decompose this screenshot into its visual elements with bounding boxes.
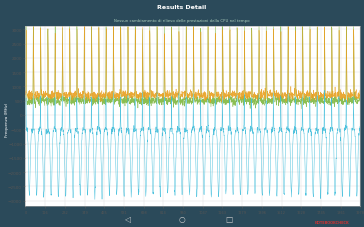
Text: □: □	[226, 214, 233, 223]
Text: Frequenza (MHz): Frequenza (MHz)	[5, 102, 9, 136]
Text: Nessun cambiamento di rilievo delle prestazioni della CPU nel tempo: Nessun cambiamento di rilievo delle pres…	[114, 18, 250, 22]
Text: ◁: ◁	[124, 214, 130, 223]
Text: NOTEBOOKCHECK: NOTEBOOKCHECK	[315, 220, 349, 224]
Text: ○: ○	[179, 214, 185, 223]
Text: Results Detail: Results Detail	[157, 5, 207, 10]
